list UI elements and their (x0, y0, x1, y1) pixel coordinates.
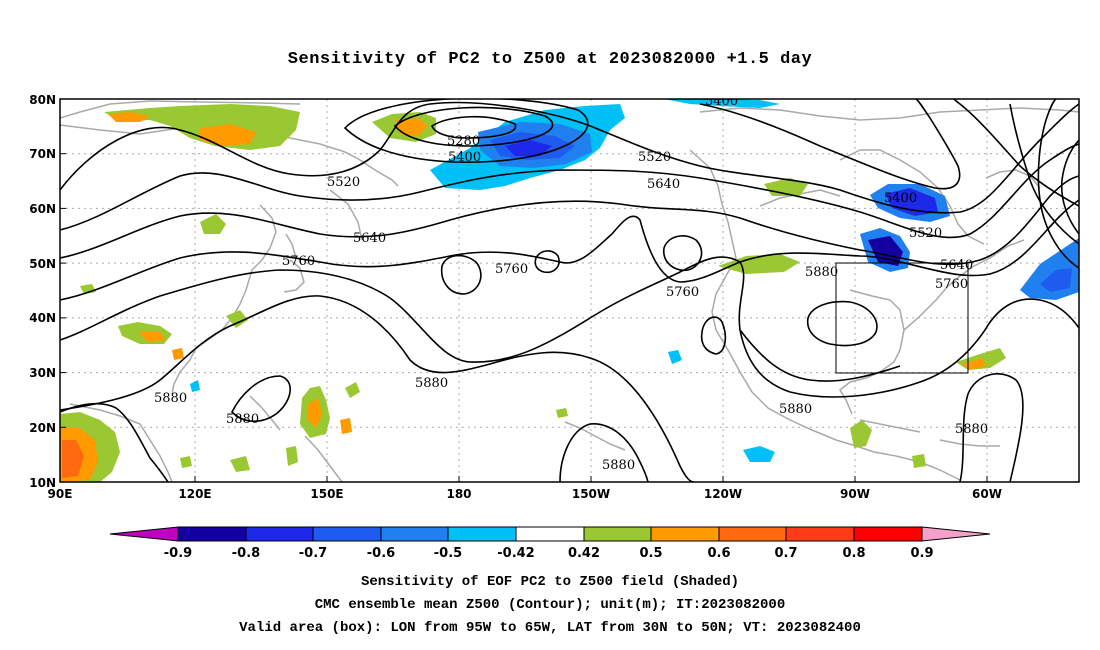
colorbar-swatch (718, 526, 787, 542)
tick-marks (60, 98, 988, 482)
colorbar-arrow-low (109, 526, 179, 542)
map-title: Sensitivity of PC2 to Z500 at 2023082000… (287, 50, 813, 69)
longitude-labels: 90E 120E 150E 180 150W 120W 90W 60W (48, 487, 1002, 501)
colorbar-swatch (515, 526, 585, 542)
colorbar-label: 0.7 (774, 546, 797, 561)
colorbar-swatch (177, 526, 247, 542)
lon-label: 90W (840, 487, 870, 501)
latitude-labels: 80N 70N 60N 50N 40N 30N 20N 10N (29, 93, 56, 490)
contour-label: 5760 (495, 262, 528, 277)
contour-label: 5520 (909, 226, 942, 241)
lat-label: 60N (29, 202, 56, 216)
contour-label: 5760 (666, 285, 699, 300)
contour-label: 5640 (353, 231, 386, 246)
colorbar-label: -0.8 (232, 546, 260, 561)
colorbar-arrow-high (921, 526, 991, 542)
lon-label: 90E (48, 487, 73, 501)
contour-label: 5880 (805, 265, 838, 280)
contour-label: 5880 (154, 391, 187, 406)
lat-label: 70N (29, 147, 56, 161)
colorbar-swatch (650, 526, 720, 542)
colorbar-label: 0.9 (910, 546, 933, 561)
contour-label: 5640 (647, 177, 680, 192)
contour-label: 5400 (448, 150, 481, 165)
contour-label: 5760 (282, 254, 315, 269)
colorbar-label: -0.5 (434, 546, 462, 561)
lon-label: 60W (972, 487, 1002, 501)
contour-label: 5880 (602, 458, 635, 473)
caption-line-1: Sensitivity of EOF PC2 to Z500 field (Sh… (360, 574, 740, 590)
lat-label: 30N (29, 366, 56, 380)
contour-label: 5880 (779, 402, 812, 417)
lat-label: 40N (29, 311, 56, 325)
contour-label: 5880 (955, 422, 988, 437)
lon-label: 150W (572, 487, 610, 501)
contour-label: 5400 (884, 191, 917, 206)
colorbar-swatch (447, 526, 517, 542)
lon-label: 120W (704, 487, 742, 501)
colorbar-swatch (583, 526, 652, 542)
contour-label: 5880 (226, 412, 259, 427)
colorbar-swatch (785, 526, 855, 542)
plot-frame (59, 98, 1080, 483)
colorbar-labels: -0.9 -0.8 -0.7 -0.6 -0.5 -0.42 0.42 0.5 … (164, 546, 934, 561)
colorbar-label: -0.7 (299, 546, 327, 561)
z500-contours (60, 99, 1079, 482)
colorbar-label: 0.8 (842, 546, 865, 561)
lat-label: 10N (29, 476, 56, 490)
colorbar-label: 0.6 (707, 546, 730, 561)
contour-labels: 5400 5280 5400 5520 5520 5640 5640 5760 … (154, 94, 988, 473)
valid-area-box (835, 262, 969, 374)
caption-line-2: CMC ensemble mean Z500 (Contour); unit(m… (314, 597, 786, 613)
colorbar-swatch (312, 526, 382, 542)
lon-label: 150E (310, 487, 343, 501)
colorbar-swatch (380, 526, 449, 542)
colorbar-label: 0.42 (568, 546, 600, 561)
contour-label: 5280 (447, 134, 480, 149)
colorbar-swatch (853, 526, 923, 542)
colorbar-label: -0.9 (164, 546, 192, 561)
contour-label: 5520 (327, 175, 360, 190)
contour-label: 5760 (935, 277, 968, 292)
lat-label: 20N (29, 421, 56, 435)
lat-label: 50N (29, 257, 56, 271)
colorbar-label: -0.42 (497, 546, 534, 561)
colorbar-label: -0.6 (367, 546, 395, 561)
colorbar-label: 0.5 (639, 546, 662, 561)
caption-line-3: Valid area (box): LON from 95W to 65W, L… (239, 620, 861, 636)
contour-label: 5880 (415, 376, 448, 391)
colorbar-swatch (245, 526, 314, 542)
lat-label: 80N (29, 93, 56, 107)
colorbar (109, 526, 991, 542)
contour-label: 5520 (638, 150, 671, 165)
contour-label: 5400 (705, 94, 738, 109)
lon-label: 180 (446, 487, 471, 501)
lon-label: 120E (178, 487, 211, 501)
contour-label: 5640 (940, 258, 973, 273)
